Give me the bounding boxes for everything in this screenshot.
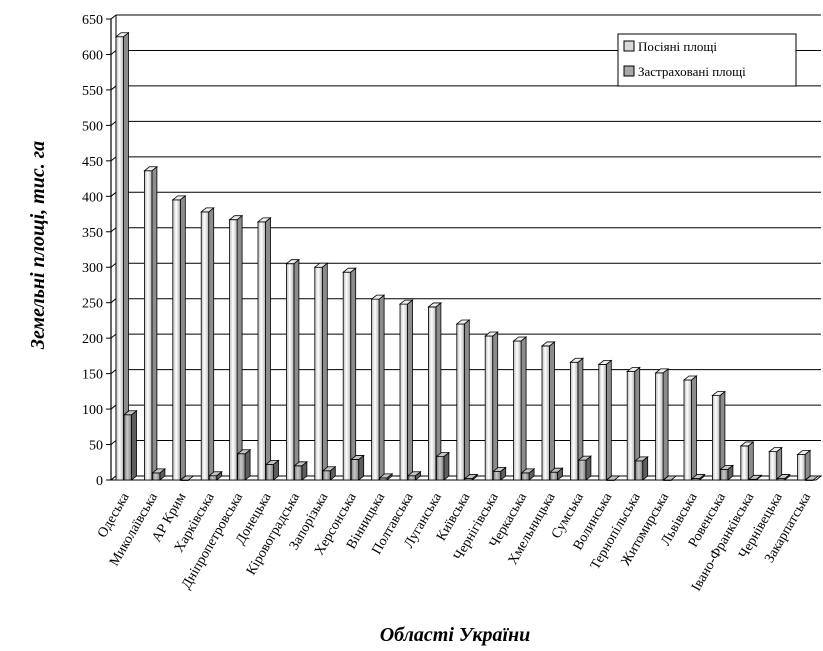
bar-1 <box>151 468 167 481</box>
x-axis-title: Області України <box>380 624 531 646</box>
gridline-depth <box>110 120 117 126</box>
y-tick-label: 450 <box>82 155 103 170</box>
bar-0 <box>626 366 641 481</box>
gridline-depth <box>110 156 117 162</box>
bar-0 <box>540 341 556 481</box>
y-tick-label: 0 <box>96 474 103 489</box>
gridline-depth <box>110 227 117 233</box>
bar-1 <box>605 475 621 481</box>
gridline-depth <box>110 50 117 55</box>
gridline-depth <box>110 298 117 304</box>
bar-1 <box>179 475 195 481</box>
gridline-depth <box>110 191 117 197</box>
gridline-depth <box>110 369 117 375</box>
y-tick-label: 600 <box>82 48 103 63</box>
bar-0 <box>711 390 727 481</box>
bar-0 <box>484 331 499 481</box>
bar-1 <box>804 475 820 481</box>
bar-0 <box>512 336 528 481</box>
bar-0 <box>342 267 357 481</box>
y-tick-label: 150 <box>82 368 103 383</box>
bar-0 <box>455 319 471 481</box>
y-tick-label: 100 <box>82 403 103 418</box>
bar-1 <box>406 470 422 481</box>
y-tick-label: 250 <box>82 297 103 312</box>
gridline-depth <box>110 14 117 20</box>
bar-1 <box>435 451 451 481</box>
y-tick-label: 500 <box>82 119 103 134</box>
legend-label-insured: Застраховані площі <box>638 64 746 79</box>
bar-0 <box>398 299 414 481</box>
y-tick-label: 550 <box>82 84 103 99</box>
bar-0 <box>597 359 613 481</box>
bar-1 <box>321 465 337 481</box>
legend: Посіяні площі Застраховані площі <box>617 33 797 87</box>
bar-1 <box>634 456 649 481</box>
gridline-depth <box>110 404 117 410</box>
bar-0 <box>171 195 187 481</box>
bar-1 <box>350 454 365 481</box>
bar-0 <box>569 357 585 481</box>
legend-box <box>617 33 797 87</box>
bar-1 <box>520 468 536 481</box>
bar-1 <box>776 473 791 481</box>
gridline-depth <box>110 262 117 268</box>
bar-0 <box>256 217 272 481</box>
bar-1 <box>208 470 223 481</box>
gridline-depth <box>110 85 117 91</box>
bar-1 <box>492 466 507 481</box>
gridline-depth <box>110 333 117 339</box>
legend-swatch-sown <box>623 40 635 52</box>
bar-1 <box>548 467 564 481</box>
y-axis-title: Земельні площі, тис. га <box>27 141 49 350</box>
y-tick-label: 350 <box>82 226 103 241</box>
y-tick-labels: 0 50 100 150 200 250 300 350 400 450 500 550 600 650 <box>82 13 103 489</box>
legend-swatch-insured <box>623 65 635 77</box>
bar-0 <box>654 368 670 481</box>
bar-0 <box>200 207 215 481</box>
gridline-depth <box>110 440 117 445</box>
bar-1 <box>236 448 252 481</box>
bar-1 <box>463 473 479 481</box>
bar-0 <box>682 375 698 481</box>
y-tick-label: 200 <box>82 332 103 347</box>
legend-label-sown: Посіяні площі <box>638 39 717 54</box>
y-tick-label: 400 <box>82 190 103 205</box>
bar-0 <box>768 446 783 481</box>
bar-0 <box>285 258 301 481</box>
y-tick-label: 50 <box>89 439 103 454</box>
y-tick-label: 650 <box>82 13 103 28</box>
bar-0 <box>143 165 159 481</box>
bar-0 <box>427 302 443 481</box>
bar-1 <box>264 459 280 481</box>
bar-1 <box>690 473 706 481</box>
bar-0 <box>796 449 812 481</box>
bar-0 <box>370 294 386 481</box>
y-tick-label: 300 <box>82 261 103 276</box>
bar-1 <box>293 460 309 481</box>
bar-0 <box>228 214 244 481</box>
bar-0 <box>313 262 329 481</box>
bar-1 <box>747 474 763 481</box>
bar-1 <box>378 473 394 481</box>
bar-1 <box>122 409 138 481</box>
bar-0 <box>739 441 755 481</box>
bars <box>114 31 820 481</box>
bar-1 <box>719 464 735 481</box>
bar-1 <box>662 475 678 481</box>
bar-1 <box>577 455 593 481</box>
